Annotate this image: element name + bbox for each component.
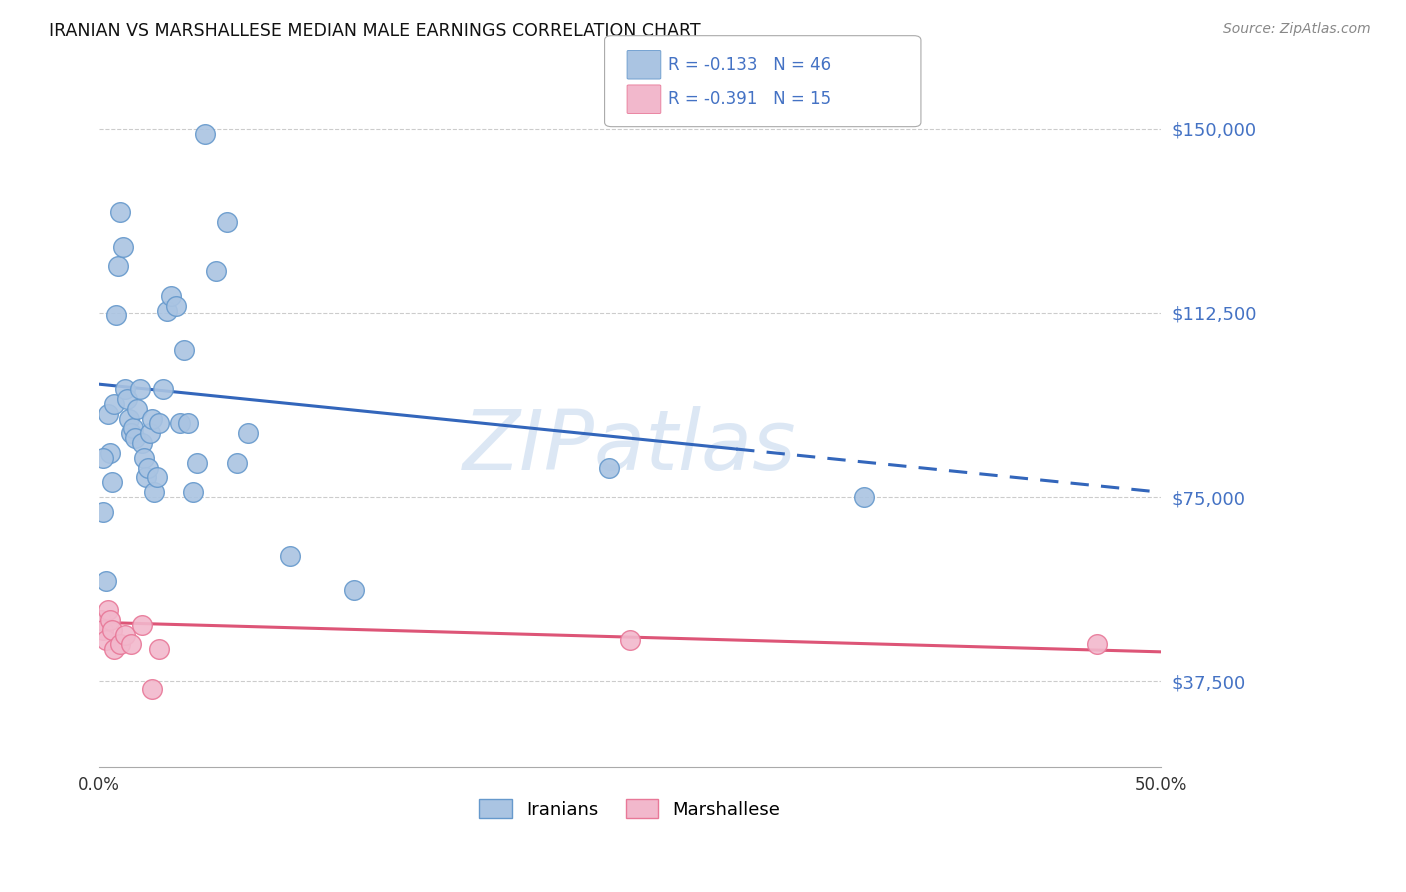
Point bbox=[115, 392, 138, 406]
Point bbox=[852, 490, 875, 504]
Point bbox=[101, 475, 124, 490]
Point bbox=[120, 426, 142, 441]
Point bbox=[98, 446, 121, 460]
Text: ZIPatlas: ZIPatlas bbox=[463, 406, 797, 487]
Point bbox=[148, 417, 170, 431]
Point bbox=[98, 613, 121, 627]
Point bbox=[278, 549, 301, 563]
Point bbox=[120, 638, 142, 652]
Point bbox=[236, 426, 259, 441]
Point bbox=[173, 343, 195, 357]
Point bbox=[132, 450, 155, 465]
Point bbox=[97, 407, 120, 421]
Text: IRANIAN VS MARSHALLESE MEDIAN MALE EARNINGS CORRELATION CHART: IRANIAN VS MARSHALLESE MEDIAN MALE EARNI… bbox=[49, 22, 700, 40]
Point bbox=[165, 299, 187, 313]
Point bbox=[124, 431, 146, 445]
Point bbox=[118, 411, 141, 425]
Text: Source: ZipAtlas.com: Source: ZipAtlas.com bbox=[1223, 22, 1371, 37]
Point bbox=[148, 642, 170, 657]
Point bbox=[141, 411, 163, 425]
Point bbox=[105, 309, 128, 323]
Point bbox=[93, 505, 115, 519]
Point bbox=[127, 401, 149, 416]
Point bbox=[114, 627, 136, 641]
Point bbox=[152, 382, 174, 396]
Point bbox=[156, 303, 179, 318]
Point bbox=[131, 436, 153, 450]
Point bbox=[122, 421, 145, 435]
Point bbox=[131, 617, 153, 632]
Point bbox=[215, 215, 238, 229]
Point bbox=[90, 613, 112, 627]
Point bbox=[145, 470, 167, 484]
Point bbox=[343, 583, 366, 598]
Point bbox=[114, 382, 136, 396]
Point bbox=[143, 485, 166, 500]
Point bbox=[93, 450, 115, 465]
Point bbox=[135, 470, 157, 484]
Point bbox=[128, 382, 150, 396]
Point bbox=[103, 397, 125, 411]
Point bbox=[186, 456, 208, 470]
Point bbox=[139, 426, 162, 441]
Point bbox=[177, 417, 200, 431]
Point bbox=[598, 460, 620, 475]
Point bbox=[619, 632, 641, 647]
Point bbox=[110, 638, 132, 652]
Point bbox=[1085, 638, 1108, 652]
Point bbox=[181, 485, 204, 500]
Point bbox=[94, 574, 117, 588]
Text: R = -0.133   N = 46: R = -0.133 N = 46 bbox=[668, 56, 831, 74]
Point bbox=[101, 623, 124, 637]
Point bbox=[226, 456, 249, 470]
Point bbox=[103, 642, 125, 657]
Point bbox=[194, 127, 217, 141]
Point bbox=[169, 417, 191, 431]
Point bbox=[141, 681, 163, 696]
Point bbox=[111, 240, 134, 254]
Point bbox=[160, 289, 183, 303]
Point bbox=[97, 603, 120, 617]
Point bbox=[205, 264, 228, 278]
Point bbox=[93, 623, 115, 637]
Legend: Iranians, Marshallese: Iranians, Marshallese bbox=[472, 792, 787, 826]
Point bbox=[110, 205, 132, 219]
Point bbox=[94, 632, 117, 647]
Text: R = -0.391   N = 15: R = -0.391 N = 15 bbox=[668, 90, 831, 108]
Point bbox=[136, 460, 159, 475]
Point bbox=[107, 260, 129, 274]
